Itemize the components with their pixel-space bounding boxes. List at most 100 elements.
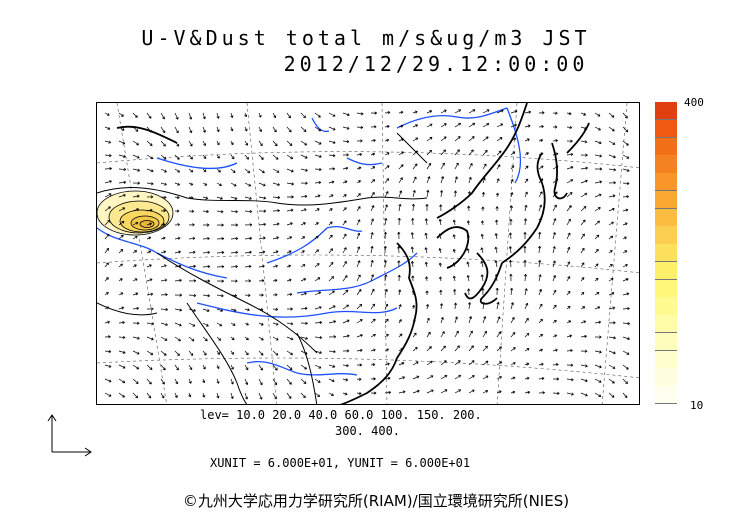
wind-arrow [188,364,193,371]
wind-arrow [314,378,321,383]
wind-arrow [300,392,306,399]
wind-arrow [622,336,630,341]
colorbar-segment [655,315,677,334]
wind-arrow [342,261,347,268]
wind-arrow [608,350,616,355]
wind-arrow [594,292,600,296]
wind-arrow [384,333,389,338]
wind-arrow [440,190,444,198]
wind-arrow [356,334,363,338]
wind-arrow [454,149,460,156]
wind-arrow [356,180,361,184]
wind-arrow [524,362,530,366]
colorbar-segment [655,350,677,369]
wind-arrow [426,110,433,114]
wind-arrow [495,287,499,296]
wind-arrow [328,261,334,268]
wind-arrow [426,360,433,366]
wind-arrow [510,165,515,170]
wind-arrow [397,217,401,226]
wind-arrow [356,377,362,381]
wind-arrow [370,274,375,282]
wind-arrow [566,276,571,282]
wind-arrow [594,335,602,339]
wind-arrow [244,364,249,371]
wind-arrow [494,273,499,282]
wind-arrow [160,350,167,356]
colorbar-segment [655,173,677,192]
wind-arrow [202,250,210,255]
wind-arrow [146,292,154,296]
wind-arrow [580,378,588,383]
wind-arrow [370,377,376,381]
wind-arrow [412,124,418,128]
wind-arrow [580,206,587,212]
wind-arrow [118,126,125,131]
wind-arrow [481,220,485,226]
wind-arrow [398,304,402,310]
wind-arrow [118,364,126,369]
wind-arrow [314,335,323,340]
wind-arrow [118,263,123,268]
wind-arrow [438,248,442,254]
wind-arrow [508,232,513,240]
wind-arrow [384,165,390,170]
wind-arrow [411,275,415,282]
wind-arrow [454,109,462,114]
wind-arrow [552,289,557,296]
wind-arrow [230,154,235,160]
wind-arrow [258,364,263,371]
wind-arrow [342,275,348,282]
wind-arrow [174,378,179,385]
wind-arrow [370,232,374,240]
wind-arrow [552,232,556,240]
wind-arrow [118,193,126,198]
wind-arrow [258,350,264,356]
wind-arrow [440,317,444,324]
wind-arrow [328,364,336,368]
wind-arrow [510,192,514,198]
wind-arrow [370,259,374,268]
wind-arrow [132,140,140,146]
wind-arrow [426,176,431,184]
wind-arrow [594,306,601,310]
wind-arrow [452,219,456,226]
wind-arrow [383,245,387,254]
wind-arrow [412,332,417,338]
wind-arrow [594,167,603,171]
wind-arrow [258,126,262,133]
wind-arrow [146,278,153,282]
wind-arrow [608,181,616,185]
wind-arrow [300,181,308,185]
wind-arrow [286,222,293,226]
wind-arrow [314,208,320,212]
contour-levels-line1: lev= 10.0 20.0 40.0 60.0 100. 150. 200. [200,408,482,422]
wind-arrow [300,364,307,370]
wind-arrow [580,364,588,368]
wind-arrow [552,204,557,212]
wind-arrow [398,177,403,184]
wind-arrow [314,194,321,198]
wind-arrow [454,389,462,394]
wind-arrow [397,231,401,240]
wind-arrow [104,206,111,212]
wind-arrow [202,336,208,342]
wind-arrow [104,364,112,368]
wind-arrow [104,219,111,226]
wind-arrow [132,112,138,118]
wind-arrow [466,248,470,254]
wind-arrow [174,140,180,147]
wind-arrow [342,126,350,130]
wind-arrow [188,196,194,200]
wind-arrow [132,235,138,240]
wind-arrow [370,125,377,129]
wind-arrow [272,264,278,268]
wind-arrow [580,291,585,296]
wind-arrow [566,392,574,396]
wind-arrow [566,290,571,296]
wind-arrow [314,320,323,325]
wind-arrow [202,279,211,283]
wind-arrow [552,319,557,324]
wind-arrow [160,307,169,312]
wind-arrow [538,274,542,282]
